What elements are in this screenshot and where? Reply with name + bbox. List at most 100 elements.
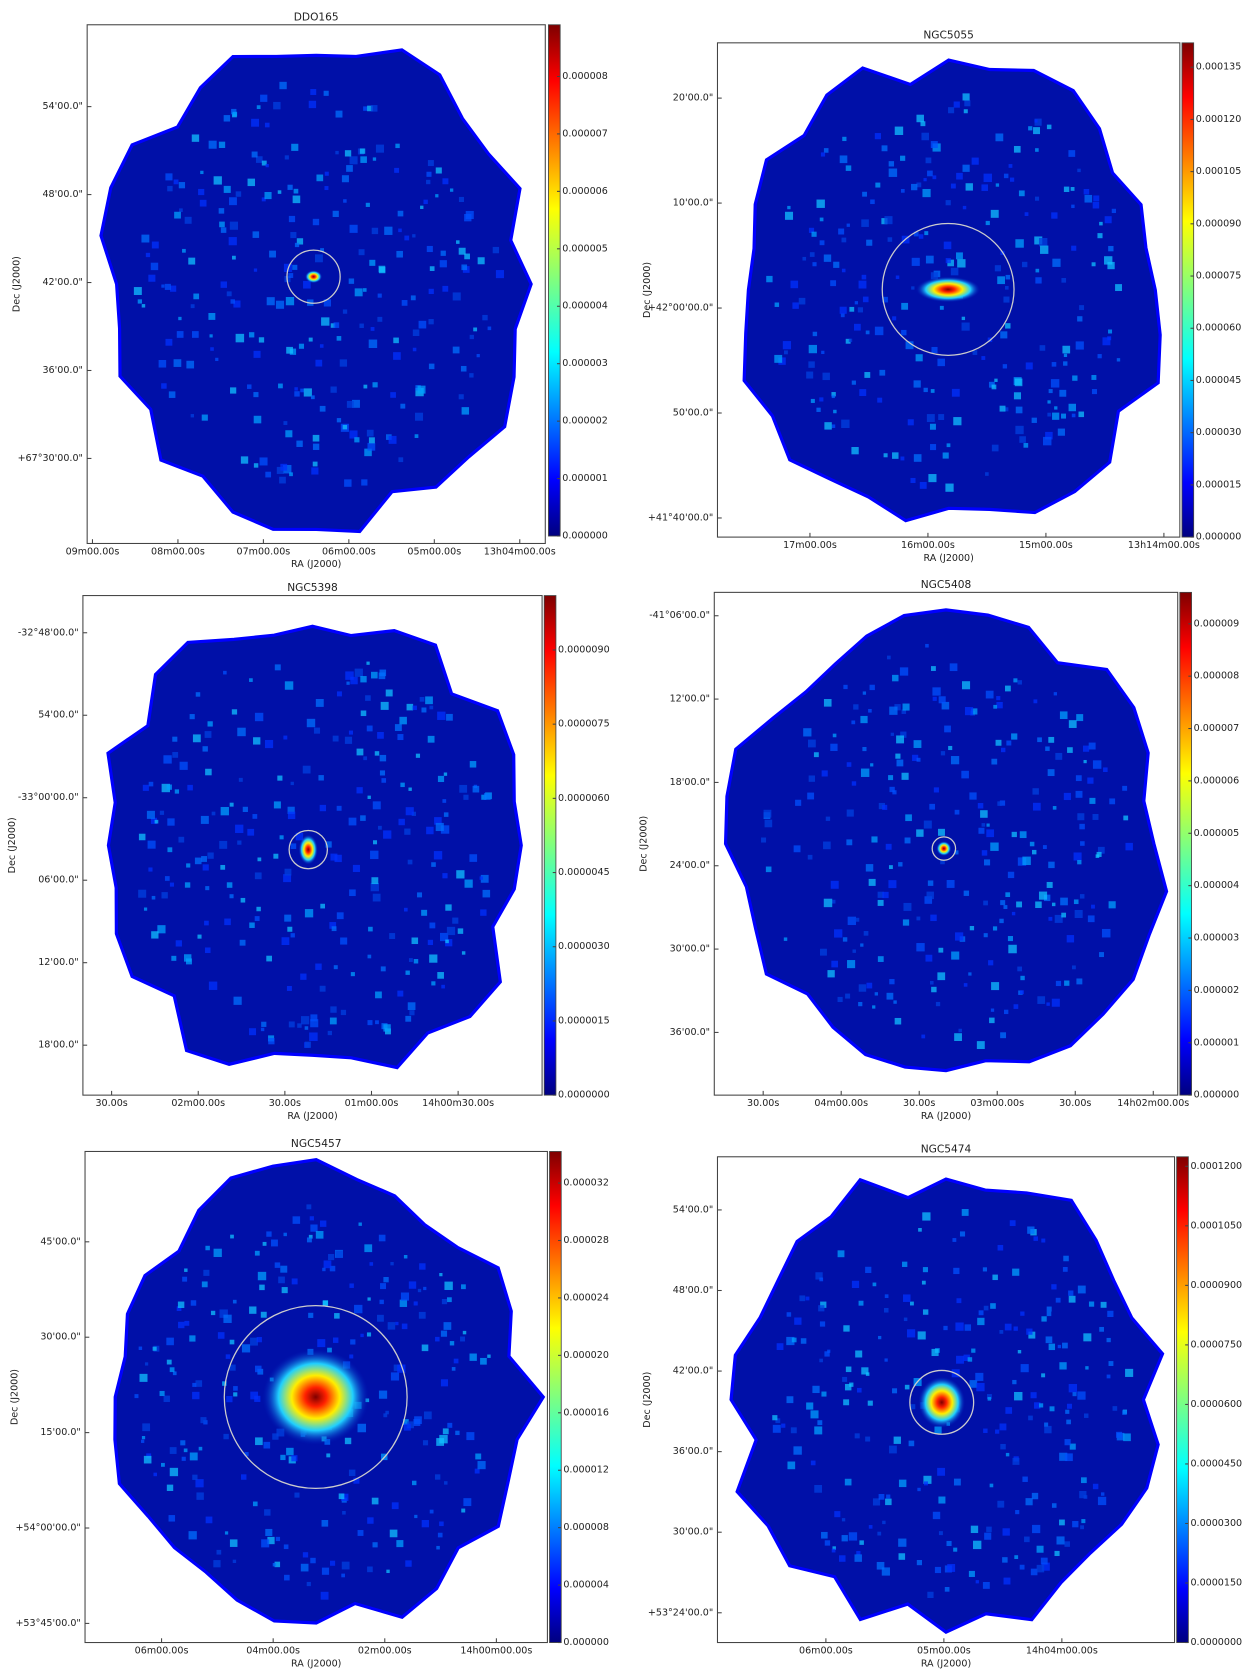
emission-spot <box>368 339 378 349</box>
emission-spot <box>1022 856 1031 866</box>
emission-spot <box>336 336 342 341</box>
emission-spot <box>241 1344 251 1353</box>
emission-spot <box>853 704 859 710</box>
emission-spot <box>1025 362 1033 370</box>
emission-spot <box>803 728 812 737</box>
colorbar-tick-label: 0.000009 <box>1194 618 1240 629</box>
emission-spot <box>823 254 832 262</box>
emission-spot <box>999 800 1006 806</box>
emission-spot <box>215 357 219 362</box>
emission-spot <box>977 803 984 809</box>
emission-spot <box>1057 428 1065 436</box>
emission-spot <box>310 1019 319 1028</box>
y-axis-label: Dec (J2000) <box>12 256 23 312</box>
x-axis-label: RA (J2000) <box>923 553 973 564</box>
emission-spot <box>930 389 935 393</box>
emission-spot <box>814 1484 823 1493</box>
y-axis-label: Dec (J2000) <box>9 1369 20 1425</box>
emission-spot <box>475 1453 482 1460</box>
emission-spot <box>945 258 951 264</box>
emission-spot <box>204 920 209 926</box>
emission-spot <box>375 1020 379 1025</box>
emission-spot <box>964 100 971 107</box>
emission-spot <box>851 720 856 725</box>
emission-spot <box>164 283 171 290</box>
emission-spot <box>984 859 991 866</box>
emission-spot <box>370 327 375 331</box>
emission-spot <box>907 419 914 426</box>
emission-spot <box>315 963 322 970</box>
emission-spot <box>370 105 378 112</box>
emission-spot <box>1004 1009 1009 1015</box>
emission-spot <box>189 714 195 720</box>
emission-spot <box>169 1367 175 1373</box>
emission-spot <box>997 1500 1005 1508</box>
emission-spot <box>888 880 897 889</box>
emission-spot <box>194 857 202 865</box>
emission-spot <box>151 931 159 939</box>
emission-spot <box>449 188 454 192</box>
emission-spot <box>790 1427 797 1434</box>
emission-spot <box>955 932 964 941</box>
emission-spot <box>219 840 228 849</box>
colorbar-tick-label: 0.000008 <box>1194 671 1240 682</box>
colorbar-tick-label: 0.000028 <box>563 1235 609 1246</box>
emission-spot <box>427 939 434 946</box>
emission-spot <box>229 802 234 807</box>
colorbar-tick-label: 0.000135 <box>1196 62 1242 73</box>
emission-spot <box>1054 1550 1060 1557</box>
emission-spot <box>187 784 193 791</box>
emission-spot <box>283 1232 287 1237</box>
emission-spot <box>383 1024 391 1032</box>
emission-spot <box>1091 262 1096 267</box>
emission-spot <box>368 926 373 932</box>
emission-spot <box>928 474 937 483</box>
emission-spot <box>169 1447 177 1454</box>
aperture-circle <box>909 1369 975 1435</box>
emission-spot <box>854 1433 860 1439</box>
emission-spot <box>1018 190 1025 197</box>
emission-spot <box>365 695 371 701</box>
emission-spot <box>868 878 876 886</box>
emission-spot <box>1003 1577 1011 1585</box>
colorbar-tick-label: 0.000000 <box>562 531 608 542</box>
emission-spot <box>412 347 417 352</box>
emission-spot <box>932 1511 941 1520</box>
emission-spot <box>412 705 417 711</box>
emission-spot <box>870 199 875 205</box>
emission-spot <box>147 840 156 849</box>
emission-spot <box>937 972 946 981</box>
emission-spot <box>425 696 433 705</box>
emission-spot <box>233 1386 238 1391</box>
emission-spot <box>449 1341 455 1346</box>
emission-spot <box>862 746 867 752</box>
emission-spot <box>354 668 363 677</box>
colorbar-tick-label: 0.000002 <box>562 416 608 427</box>
emission-spot <box>924 231 929 236</box>
emission-spot <box>1123 815 1129 821</box>
emission-spot <box>360 1333 364 1338</box>
emission-spot <box>1025 1498 1033 1506</box>
emission-spot <box>1012 1268 1020 1276</box>
panel-title: NGC5457 <box>291 1137 342 1150</box>
emission-spot <box>986 829 995 838</box>
emission-spot <box>455 1430 460 1436</box>
emission-spot <box>465 210 474 220</box>
emission-spot <box>380 966 386 972</box>
emission-spot <box>1016 901 1023 908</box>
emission-spot <box>1033 699 1038 704</box>
colorbar-tick-label: 0.000015 <box>1196 479 1242 490</box>
emission-spot <box>261 160 267 166</box>
emission-spot <box>310 1557 316 1564</box>
emission-spot <box>402 1419 409 1425</box>
emission-spot <box>930 272 938 280</box>
emission-spot <box>175 940 182 947</box>
emission-spot <box>232 1559 237 1564</box>
emission-spot <box>222 1381 227 1386</box>
emission-spot <box>363 756 368 761</box>
emission-spot <box>1011 733 1018 740</box>
emission-spot <box>417 385 426 394</box>
y-axis-label: Dec (J2000) <box>642 262 653 318</box>
emission-spot <box>1071 965 1076 970</box>
emission-spot <box>901 329 907 336</box>
